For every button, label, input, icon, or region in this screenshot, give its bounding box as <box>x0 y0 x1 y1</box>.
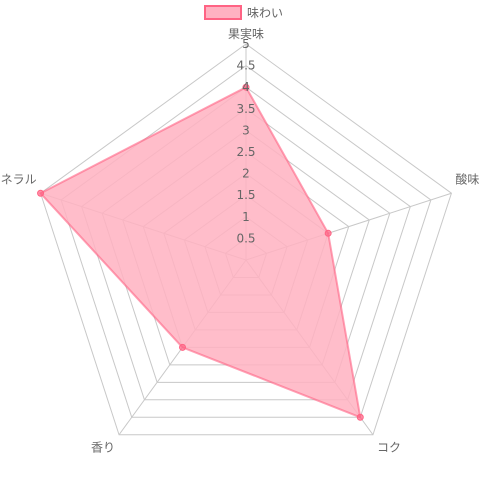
tick-label-1: 1 <box>242 210 250 224</box>
tick-label-0: 0.5 <box>236 231 255 245</box>
legend[interactable]: 味わい <box>204 5 283 20</box>
radial-tick-labels: 0.5 1 1.5 2 2.5 3 3.5 4 4.5 5 <box>236 37 255 245</box>
tick-label-2: 1.5 <box>236 188 255 202</box>
data-point-0-2 <box>356 413 364 421</box>
tick-label-8: 4.5 <box>236 59 255 73</box>
series-area-0 <box>38 85 362 419</box>
data-point-0-0 <box>242 83 250 91</box>
legend-label-series-0[interactable]: 味わい <box>247 6 283 20</box>
tick-label-7: 4 <box>242 80 250 94</box>
grid-ring-10 <box>39 43 453 436</box>
data-point-0-4 <box>37 189 45 197</box>
data-point-0-1 <box>324 229 332 237</box>
tick-label-3: 2 <box>242 167 250 181</box>
axis-label-0: 果実味 <box>228 26 264 41</box>
tick-label-5: 3 <box>242 123 250 137</box>
tick-label-6: 3.5 <box>236 102 255 116</box>
legend-swatch-series-0[interactable] <box>204 5 242 20</box>
axis-label-3: 香り <box>91 441 115 455</box>
radar-series <box>37 83 364 421</box>
tick-label-9: 5 <box>242 37 250 51</box>
axis-label-2: コク <box>377 441 401 455</box>
axis-label-1: 酸味 <box>455 171 479 186</box>
tick-label-4: 2.5 <box>236 145 255 159</box>
axis-label-4: ミネラル <box>0 172 37 186</box>
data-point-0-3 <box>179 343 187 351</box>
